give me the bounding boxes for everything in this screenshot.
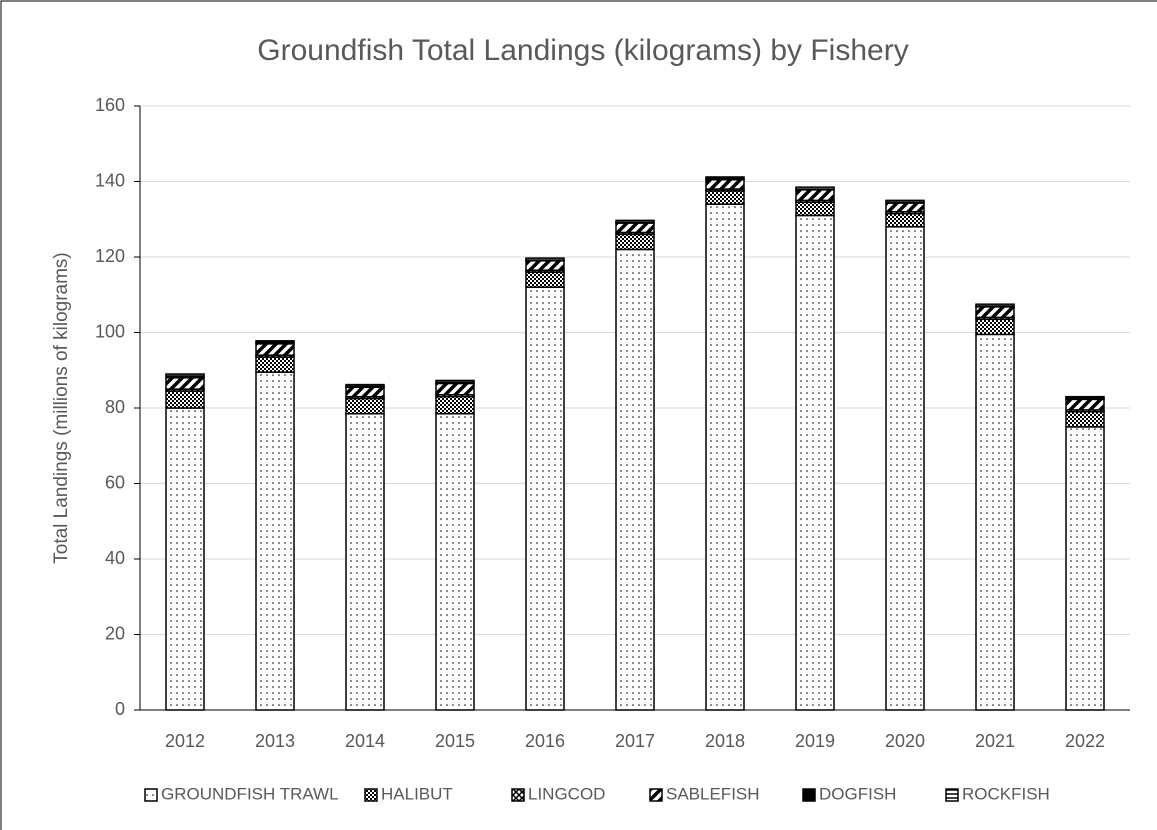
x-tick-label: 2018 bbox=[705, 731, 745, 751]
bar-segment bbox=[615, 222, 655, 234]
bar-segment bbox=[795, 189, 835, 202]
legend-swatch bbox=[945, 788, 959, 802]
bar-segment bbox=[435, 412, 475, 711]
bar-segment bbox=[615, 233, 655, 251]
legend-swatch bbox=[802, 788, 816, 802]
x-tick-label: 2019 bbox=[795, 731, 835, 751]
bar-segment bbox=[165, 407, 205, 711]
legend-swatch bbox=[144, 788, 158, 802]
bar-segment bbox=[435, 382, 475, 396]
bar-segment bbox=[885, 199, 925, 204]
x-tick-label: 2014 bbox=[345, 731, 385, 751]
bar-segment bbox=[435, 379, 475, 384]
legend-label: SABLEFISH bbox=[666, 784, 760, 803]
bar-segment bbox=[1065, 411, 1105, 428]
bar-segment bbox=[885, 202, 925, 213]
bar-segment bbox=[975, 306, 1015, 319]
bar-segment bbox=[345, 386, 385, 398]
bar-segment bbox=[975, 303, 1015, 307]
y-axis-label: Total Landings (millions of kilograms) bbox=[51, 252, 72, 564]
bar-segment bbox=[1065, 398, 1105, 411]
bar-segment bbox=[165, 377, 205, 390]
x-tick-label: 2021 bbox=[975, 731, 1015, 751]
legend-swatch bbox=[649, 788, 663, 802]
x-tick-label: 2012 bbox=[165, 731, 205, 751]
bar-segment bbox=[705, 190, 745, 205]
x-tick-label: 2016 bbox=[525, 731, 565, 751]
legend-swatch bbox=[364, 788, 378, 802]
bar-segment bbox=[975, 333, 1015, 711]
legend-label: LINGCOD bbox=[528, 784, 605, 803]
bar-segment bbox=[795, 186, 835, 190]
x-tick-label: 2013 bbox=[255, 731, 295, 751]
bar-segment bbox=[345, 397, 385, 415]
y-tick-label: 0 bbox=[115, 699, 125, 719]
y-tick-label: 120 bbox=[95, 246, 125, 266]
x-tick-label: 2015 bbox=[435, 731, 475, 751]
y-tick-label: 20 bbox=[105, 623, 125, 643]
bar-segment bbox=[615, 219, 655, 224]
bar-segment bbox=[705, 203, 745, 711]
bar-segment bbox=[255, 356, 295, 373]
y-tick-label: 80 bbox=[105, 397, 125, 417]
bar-segment bbox=[1065, 426, 1105, 711]
legend-label: HALIBUT bbox=[381, 784, 453, 803]
bar-segment bbox=[525, 257, 565, 261]
bar-segment bbox=[435, 395, 475, 415]
bar-segment bbox=[525, 271, 565, 288]
bar-segment bbox=[345, 383, 385, 388]
bar-segment bbox=[795, 214, 835, 711]
bar-segment bbox=[165, 390, 205, 409]
chart-title: Groundfish Total Landings (kilograms) by… bbox=[257, 34, 908, 67]
y-tick-label: 60 bbox=[105, 472, 125, 492]
bar-segment bbox=[255, 343, 295, 356]
bar-segment bbox=[525, 260, 565, 271]
y-tick-label: 100 bbox=[95, 321, 125, 341]
y-tick-label: 40 bbox=[105, 548, 125, 568]
legend-swatch bbox=[511, 788, 525, 802]
bar-segment bbox=[885, 212, 925, 228]
legend-label: GROUNDFISH TRAWL bbox=[161, 784, 339, 803]
legend-label: ROCKFISH bbox=[962, 784, 1050, 803]
x-tick-label: 2020 bbox=[885, 731, 925, 751]
bar-segment bbox=[255, 340, 295, 344]
legend-label: DOGFISH bbox=[819, 784, 896, 803]
bar-segment bbox=[705, 176, 745, 180]
bar-segment bbox=[975, 318, 1015, 336]
bar-segment bbox=[255, 371, 295, 711]
bar-segment bbox=[795, 201, 835, 217]
y-tick-label: 160 bbox=[95, 95, 125, 115]
bar-segment bbox=[885, 226, 925, 711]
y-tick-label: 140 bbox=[95, 170, 125, 190]
x-tick-label: 2017 bbox=[615, 731, 655, 751]
bar-segment bbox=[525, 286, 565, 711]
bar-segment bbox=[165, 373, 205, 377]
bar-segment bbox=[615, 248, 655, 711]
x-tick-label: 2022 bbox=[1065, 731, 1105, 751]
bar-segment bbox=[705, 178, 745, 190]
bar-segment bbox=[1065, 395, 1105, 400]
bar-segment bbox=[345, 412, 385, 711]
